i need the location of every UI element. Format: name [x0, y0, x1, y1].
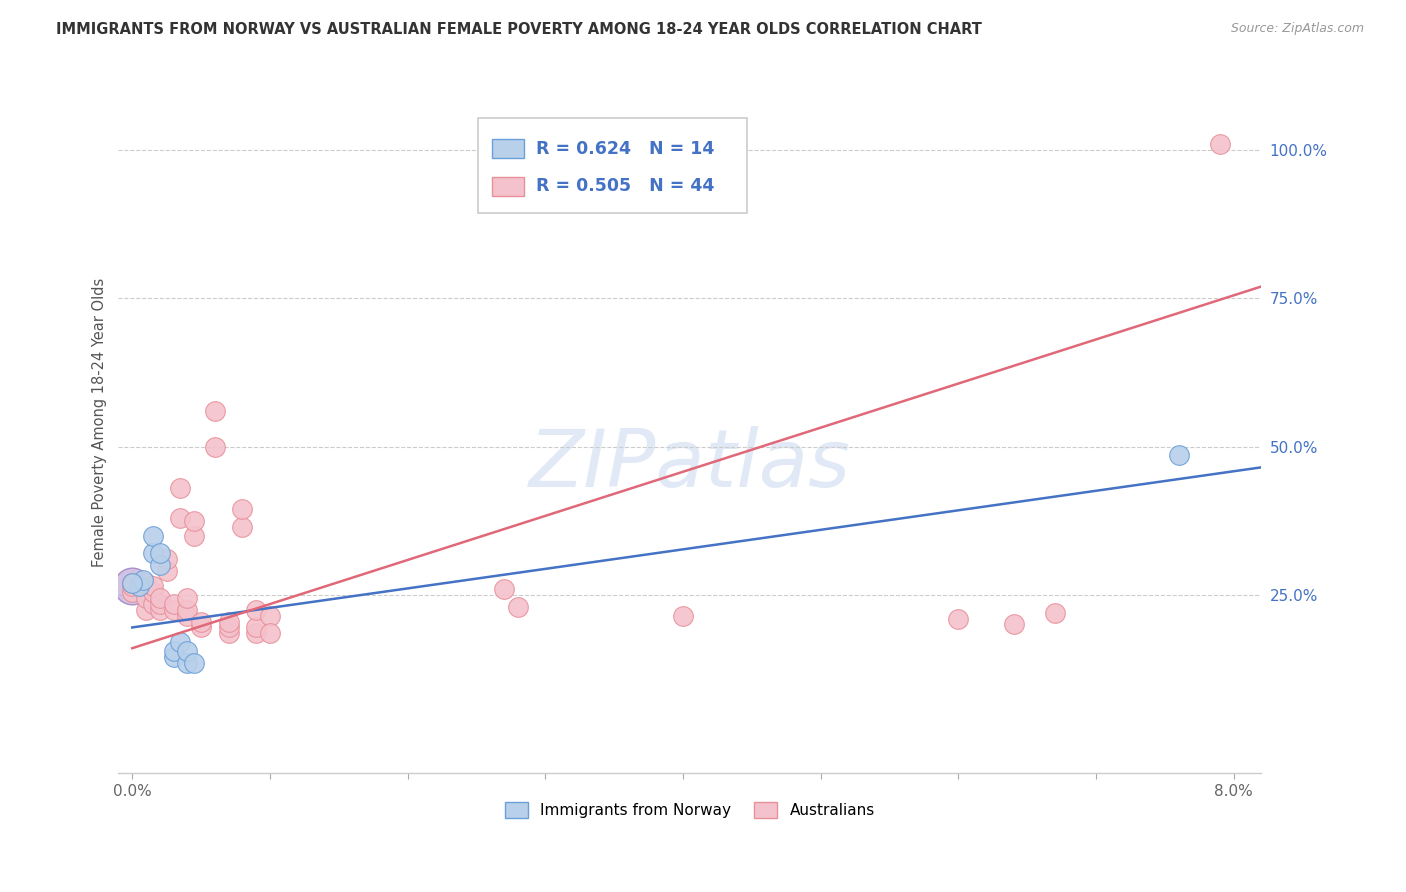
Point	[231, 519, 253, 533]
Point	[1043, 606, 1066, 620]
Point	[121, 576, 143, 591]
Point	[259, 626, 281, 640]
Point	[132, 573, 155, 587]
FancyBboxPatch shape	[478, 119, 747, 213]
Point	[259, 608, 281, 623]
Point	[1002, 617, 1025, 632]
Point	[245, 602, 267, 616]
Point	[121, 576, 143, 591]
Point	[162, 597, 184, 611]
Point	[142, 546, 165, 560]
Point	[245, 626, 267, 640]
Point	[162, 602, 184, 616]
Point	[135, 602, 157, 616]
Point	[176, 656, 198, 670]
Point	[492, 582, 515, 596]
Point	[506, 599, 529, 614]
Point	[1209, 137, 1232, 152]
Point	[245, 620, 267, 634]
Point	[162, 644, 184, 658]
Point	[176, 644, 198, 658]
Point	[121, 579, 143, 593]
FancyBboxPatch shape	[492, 177, 524, 196]
Point	[149, 558, 172, 573]
Point	[121, 585, 143, 599]
Point	[948, 611, 970, 625]
Point	[156, 564, 179, 578]
Point	[169, 635, 191, 649]
Point	[204, 404, 226, 418]
FancyBboxPatch shape	[492, 139, 524, 159]
Point	[176, 608, 198, 623]
Legend: Immigrants from Norway, Australians: Immigrants from Norway, Australians	[499, 797, 880, 824]
Point	[183, 514, 205, 528]
Point	[162, 650, 184, 665]
Point	[231, 501, 253, 516]
Point	[135, 576, 157, 591]
Text: IMMIGRANTS FROM NORWAY VS AUSTRALIAN FEMALE POVERTY AMONG 18-24 YEAR OLDS CORREL: IMMIGRANTS FROM NORWAY VS AUSTRALIAN FEM…	[56, 22, 983, 37]
Point	[169, 481, 191, 495]
Point	[149, 602, 172, 616]
Point	[218, 615, 240, 629]
Point	[142, 579, 165, 593]
Text: R = 0.505   N = 44: R = 0.505 N = 44	[536, 178, 714, 195]
Point	[149, 546, 172, 560]
Text: R = 0.624   N = 14: R = 0.624 N = 14	[536, 140, 714, 158]
Text: Source: ZipAtlas.com: Source: ZipAtlas.com	[1230, 22, 1364, 36]
Point	[142, 528, 165, 542]
Point	[176, 602, 198, 616]
Point	[142, 585, 165, 599]
Point	[176, 591, 198, 605]
Point	[190, 615, 212, 629]
Point	[169, 510, 191, 524]
Point	[135, 591, 157, 605]
Point	[218, 626, 240, 640]
Point	[1167, 449, 1189, 463]
Text: ZIPatlas: ZIPatlas	[529, 425, 851, 504]
Point	[121, 579, 143, 593]
Point	[672, 608, 695, 623]
Point	[183, 528, 205, 542]
Point	[149, 597, 172, 611]
Point	[218, 620, 240, 634]
Point	[149, 591, 172, 605]
Y-axis label: Female Poverty Among 18-24 Year Olds: Female Poverty Among 18-24 Year Olds	[93, 278, 107, 567]
Point	[183, 656, 205, 670]
Point	[128, 579, 150, 593]
Point	[142, 597, 165, 611]
Point	[204, 440, 226, 454]
Point	[156, 552, 179, 566]
Point	[190, 620, 212, 634]
